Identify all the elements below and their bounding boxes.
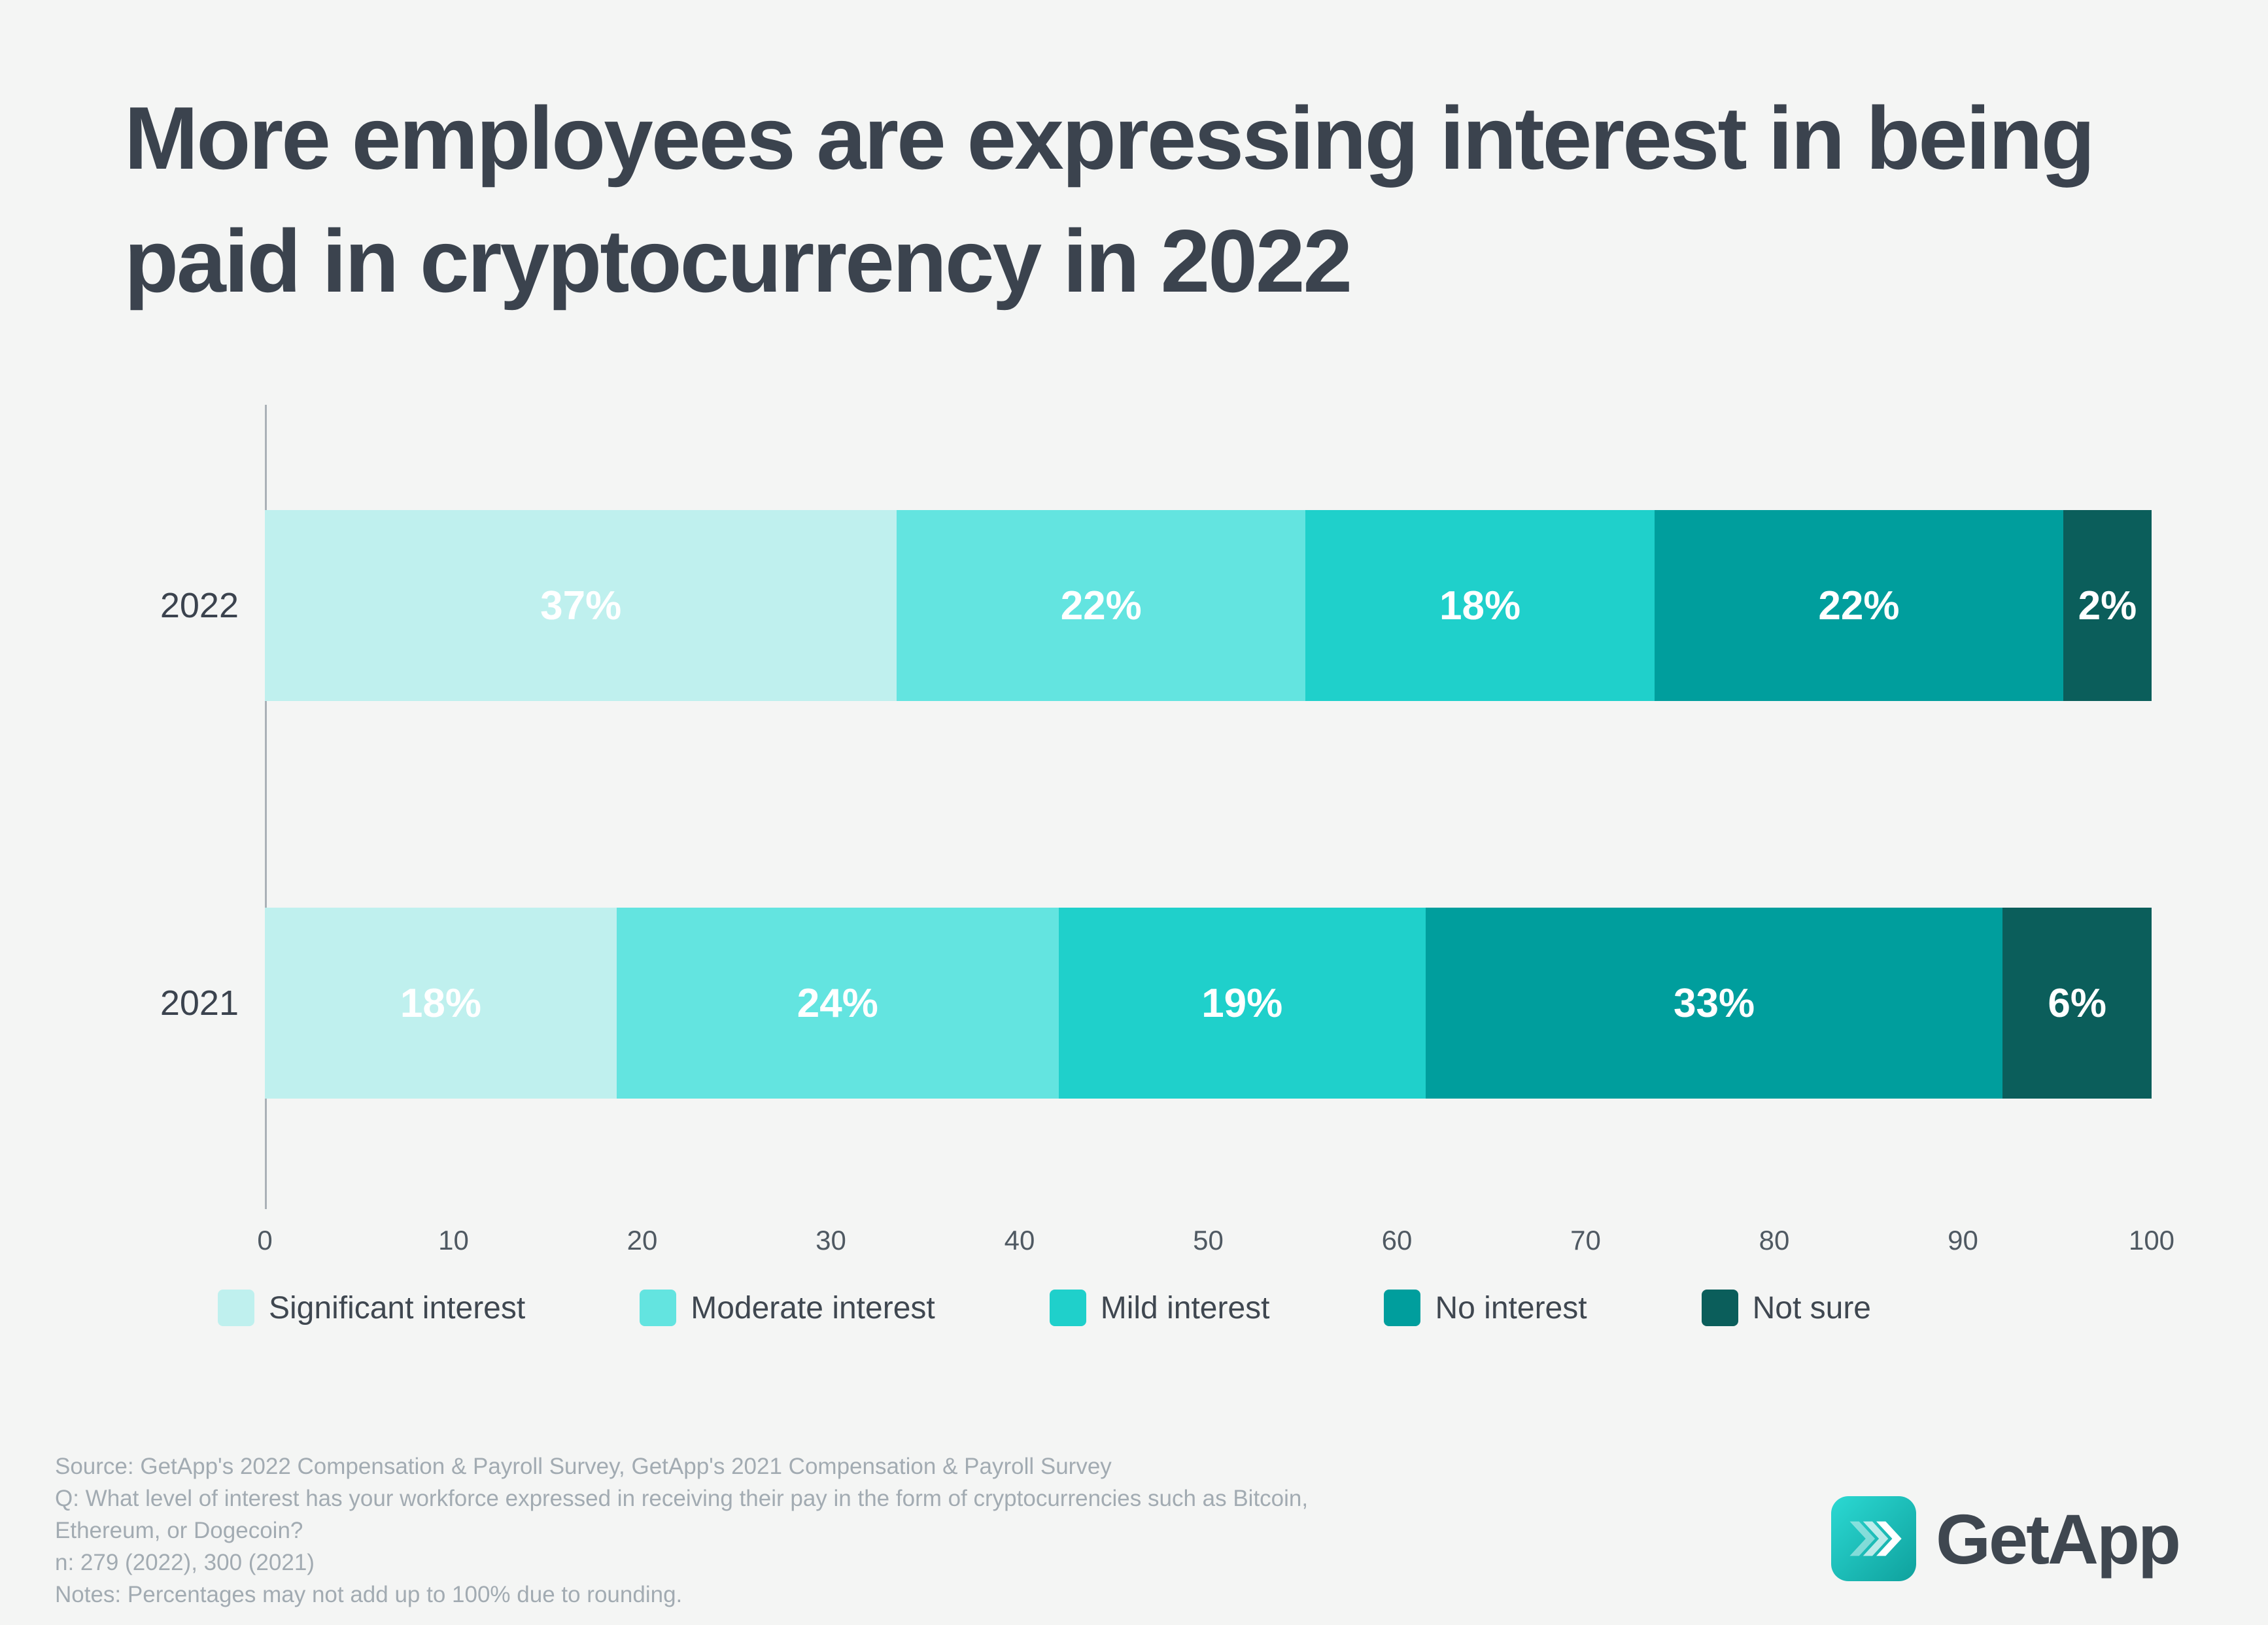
- bar-value-label: 22%: [1060, 583, 1142, 628]
- source-line: Notes: Percentages may not add up to 100…: [55, 1582, 683, 1607]
- category-label: 2021: [160, 984, 239, 1023]
- chart-title: More employees are expressing interest i…: [124, 88, 2095, 311]
- x-tick-label: 70: [1570, 1225, 1601, 1256]
- bar-segment: 2%: [2063, 510, 2152, 701]
- bar-value-label: 33%: [1674, 980, 1755, 1026]
- x-tick-label: 80: [1759, 1225, 1790, 1256]
- x-tick-label: 50: [1193, 1225, 1224, 1256]
- legend-item: Moderate interest: [640, 1290, 935, 1326]
- legend-label: Mild interest: [1100, 1290, 1270, 1326]
- legend-swatch: [1049, 1290, 1086, 1326]
- bar-segment: 37%: [265, 510, 897, 701]
- bar-segment: 33%: [1425, 908, 2003, 1099]
- x-tick-label: 20: [627, 1225, 658, 1256]
- legend-label: Significant interest: [269, 1290, 526, 1326]
- y-axis-line: [265, 405, 267, 1209]
- bar-value-label: 22%: [1818, 583, 1900, 628]
- bar-segment: 6%: [2002, 908, 2152, 1099]
- x-axis-ticks: 0 10 20 30 40 50 60 70 80 90 100: [257, 1225, 2174, 1264]
- x-tick-label: 30: [816, 1225, 846, 1256]
- x-tick-label: 100: [2128, 1225, 2175, 1256]
- bar-segment: 18%: [1305, 510, 1655, 701]
- bar-value-label: 19%: [1201, 980, 1283, 1026]
- legend-label: No interest: [1435, 1290, 1587, 1326]
- bar-value-label: 2%: [2078, 583, 2137, 628]
- getapp-logo-text: GetApp: [1936, 1499, 2181, 1579]
- bar-segment: 24%: [616, 908, 1059, 1099]
- bar-value-label: 18%: [400, 980, 481, 1026]
- bar-row-2022: 2022 37% 22% 18% 22% 2%: [160, 510, 2152, 701]
- bar-value-label: 6%: [2048, 980, 2107, 1026]
- legend-swatch: [1701, 1290, 1738, 1326]
- getapp-logo-icon: [1831, 1496, 1916, 1581]
- source-line: Ethereum, or Dogecoin?: [55, 1518, 303, 1543]
- legend-label: Moderate interest: [691, 1290, 935, 1326]
- x-tick-label: 0: [257, 1225, 273, 1256]
- chart-area: 2022 37% 22% 18% 22% 2% 2021 18% 24% 19% 33% 6% 0 10…: [160, 405, 2174, 1256]
- legend-label: Not sure: [1752, 1290, 1871, 1326]
- bar-value-label: 37%: [540, 583, 622, 628]
- legend-item: No interest: [1384, 1290, 1587, 1326]
- bar-row-2021: 2021 18% 24% 19% 33% 6%: [160, 908, 2152, 1099]
- source-line: n: 279 (2022), 300 (2021): [55, 1550, 315, 1575]
- x-tick-label: 60: [1381, 1225, 1413, 1256]
- bar-segment: 22%: [897, 510, 1306, 701]
- legend: Significant interest Moderate interest Mil…: [218, 1290, 1871, 1326]
- bar-segment: 18%: [265, 908, 617, 1099]
- legend-item: Significant interest: [218, 1290, 525, 1326]
- bar-value-label: 18%: [1439, 583, 1521, 628]
- legend-item: Not sure: [1701, 1290, 1871, 1326]
- x-tick-label: 10: [438, 1225, 469, 1256]
- bar-rows: 2022 37% 22% 18% 22% 2% 2021 18% 24% 19% 33% 6%: [160, 405, 2152, 1209]
- legend-swatch: [218, 1290, 254, 1326]
- legend-swatch: [640, 1290, 677, 1326]
- legend-item: Mild interest: [1049, 1290, 1270, 1326]
- source-notes: Source: GetApp's 2022 Compensation & Pay…: [55, 1450, 1308, 1611]
- x-tick-label: 90: [1948, 1225, 1978, 1256]
- bar-track: 18% 24% 19% 33% 6%: [265, 908, 2152, 1099]
- getapp-logo: GetApp: [1831, 1496, 2181, 1581]
- legend-swatch: [1384, 1290, 1421, 1326]
- category-label: 2022: [160, 586, 239, 625]
- x-tick-label: 40: [1004, 1225, 1035, 1256]
- bar-value-label: 24%: [797, 980, 878, 1026]
- source-line: Q: What level of interest has your workf…: [55, 1486, 1309, 1511]
- source-line: Source: GetApp's 2022 Compensation & Pay…: [55, 1454, 1112, 1479]
- bar-segment: 22%: [1655, 510, 2063, 701]
- bar-segment: 19%: [1058, 908, 1426, 1099]
- bar-track: 37% 22% 18% 22% 2%: [265, 510, 2152, 701]
